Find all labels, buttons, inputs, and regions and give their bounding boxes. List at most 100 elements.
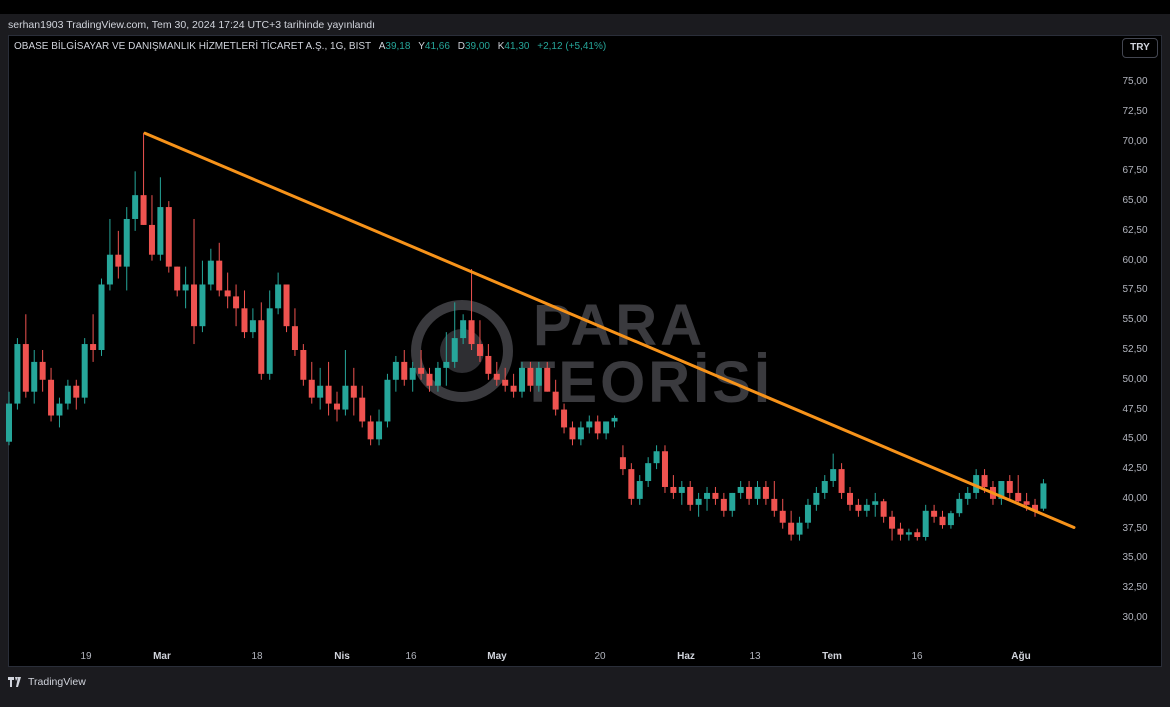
candle bbox=[132, 171, 139, 231]
candle bbox=[241, 290, 248, 339]
candle-body bbox=[922, 510, 929, 538]
candle bbox=[367, 415, 374, 446]
candle bbox=[123, 207, 130, 291]
candle bbox=[291, 308, 298, 356]
time-tick-label: 16 bbox=[405, 651, 417, 662]
candle-body bbox=[535, 367, 542, 386]
candle-body bbox=[401, 361, 408, 380]
candle-body bbox=[493, 373, 500, 380]
candle-body bbox=[704, 492, 711, 499]
tradingview-logo-icon bbox=[8, 677, 21, 687]
candle-body bbox=[409, 367, 416, 380]
candle bbox=[6, 391, 12, 446]
candle-body bbox=[443, 361, 450, 368]
candle bbox=[586, 415, 593, 434]
candle-body bbox=[779, 510, 786, 523]
candle bbox=[451, 302, 458, 368]
candle-body bbox=[619, 457, 626, 470]
candle-body bbox=[939, 516, 946, 526]
candle-body bbox=[594, 421, 601, 434]
candle-body bbox=[266, 308, 273, 374]
candle-body bbox=[350, 385, 357, 398]
candle bbox=[645, 457, 652, 487]
candle-body bbox=[1040, 483, 1047, 509]
candle bbox=[98, 278, 105, 356]
candle bbox=[308, 361, 315, 404]
candle bbox=[779, 498, 786, 529]
candle-body bbox=[830, 469, 837, 482]
chart-pane[interactable] bbox=[8, 35, 1162, 667]
candle bbox=[48, 367, 55, 422]
candle bbox=[73, 379, 80, 410]
candle bbox=[510, 373, 517, 398]
candle bbox=[619, 445, 626, 476]
watermark-text: TEORİSİ bbox=[520, 350, 773, 415]
candle bbox=[594, 415, 601, 440]
watermark-logo-icon bbox=[411, 300, 513, 402]
candle bbox=[1040, 479, 1047, 511]
candle-body bbox=[308, 379, 315, 398]
candle bbox=[216, 242, 223, 297]
candle-body bbox=[577, 427, 584, 440]
close-key: K bbox=[497, 41, 505, 52]
candle bbox=[165, 201, 172, 273]
candle bbox=[81, 338, 88, 404]
candle-body bbox=[249, 320, 256, 333]
candle-body bbox=[359, 397, 366, 422]
candle bbox=[661, 445, 668, 493]
candle bbox=[140, 133, 147, 225]
candle bbox=[796, 516, 803, 541]
candle-body bbox=[804, 504, 811, 523]
candle bbox=[485, 344, 492, 380]
candle bbox=[611, 415, 618, 428]
candle-body bbox=[863, 504, 870, 511]
candle bbox=[384, 373, 391, 428]
candle bbox=[527, 361, 534, 392]
candle bbox=[333, 391, 340, 422]
open-key: A bbox=[378, 41, 386, 52]
candle-body bbox=[476, 344, 483, 356]
open-value: 39,18 bbox=[385, 41, 411, 52]
candle bbox=[737, 481, 744, 499]
candle-body bbox=[81, 344, 88, 398]
candle-body bbox=[796, 522, 803, 535]
candle bbox=[569, 421, 576, 446]
high-key: Y bbox=[418, 41, 425, 52]
candle-body bbox=[1032, 504, 1039, 511]
candle-body bbox=[39, 361, 46, 380]
candle-body bbox=[821, 481, 828, 493]
candle bbox=[889, 510, 896, 541]
currency-button[interactable]: TRY bbox=[1122, 38, 1158, 58]
price-tick-label: 55,00 bbox=[1122, 314, 1148, 326]
price-tick-label: 72,50 bbox=[1122, 105, 1148, 117]
candle-body bbox=[418, 367, 425, 374]
candle-body bbox=[115, 254, 122, 267]
candle-body bbox=[855, 504, 862, 511]
candle bbox=[350, 367, 357, 416]
candle-body bbox=[998, 481, 1005, 499]
candle bbox=[746, 481, 753, 505]
candle bbox=[90, 314, 97, 362]
candle-body bbox=[333, 403, 340, 410]
candle-body bbox=[140, 195, 147, 225]
candle bbox=[804, 498, 811, 529]
candle-body bbox=[216, 260, 223, 291]
candle-body bbox=[973, 475, 980, 493]
candle bbox=[762, 481, 769, 505]
low-value: 39,00 bbox=[464, 41, 490, 52]
trendline-layer bbox=[143, 131, 1076, 529]
candle-body bbox=[510, 385, 517, 392]
candle bbox=[939, 510, 946, 529]
candle-body bbox=[291, 326, 298, 350]
candle-body bbox=[1006, 481, 1013, 493]
candle-body bbox=[931, 510, 938, 517]
candle bbox=[855, 498, 862, 517]
candle-body bbox=[611, 417, 618, 422]
candle-body bbox=[376, 421, 383, 440]
candle-body bbox=[275, 284, 282, 309]
candle-body bbox=[22, 344, 29, 392]
candle bbox=[64, 379, 71, 410]
time-tick-label: 13 bbox=[749, 651, 761, 662]
